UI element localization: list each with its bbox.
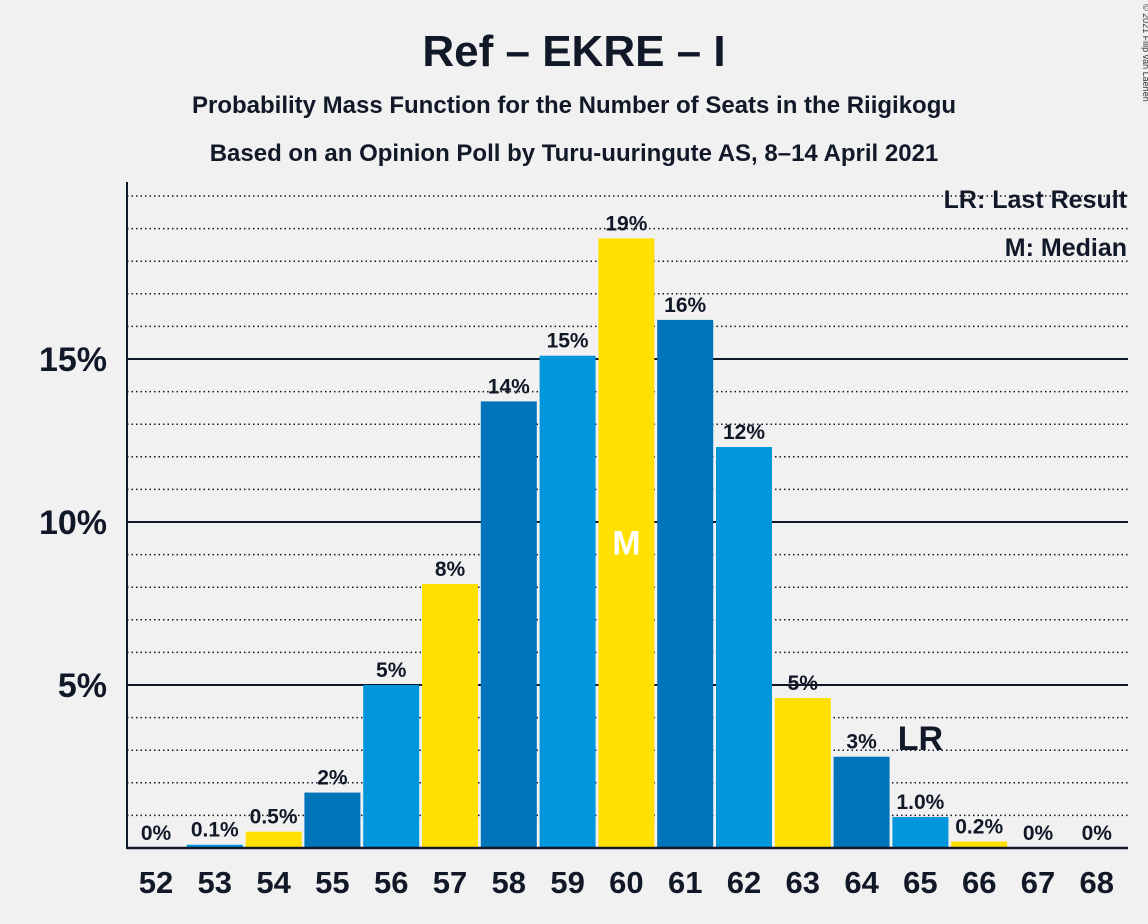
bar-seat-58 [480,401,537,848]
chart-source: Based on an Opinion Poll by Turu-uuringu… [210,140,939,167]
bar-value-label: 2% [317,767,348,790]
x-tick-label: 61 [668,865,702,900]
x-tick-label: 65 [903,865,937,900]
bar-seat-56 [363,685,420,848]
bar-seat-63 [774,698,831,848]
bar-value-label: 5% [376,659,407,682]
bar-value-label: 0.1% [191,819,239,842]
x-tick-label: 57 [433,865,467,900]
x-tick-label: 58 [492,865,526,900]
bar-value-label: 0% [1023,822,1054,845]
x-tick-label: 60 [609,865,643,900]
x-tick-label: 55 [315,865,349,900]
chart-subtitle: Probability Mass Function for the Number… [192,92,956,119]
bar-value-label: 19% [605,212,647,235]
chart-title: Ref – EKRE – I [422,27,725,76]
y-tick-label: 5% [58,667,107,705]
bar-seat-53 [186,844,243,848]
bar-seat-62 [716,447,772,848]
bar-value-label: 8% [435,558,466,581]
x-tick-label: 59 [550,865,584,900]
x-tick-label: 68 [1080,865,1114,900]
legend-last-result: LR: Last Result [944,186,1128,214]
y-tick-label: 10% [39,504,107,542]
bar-value-label: 1.0% [896,791,944,814]
bar-seat-66 [951,841,1008,848]
x-tick-label: 53 [198,865,232,900]
copyright-text: © 2021 Filip van Laenen [1141,4,1148,102]
median-marker: M [612,525,640,563]
bar-value-label: 15% [547,330,589,353]
bar-seat-61 [657,319,714,848]
bar-seat-65 [892,817,949,848]
x-tick-label: 64 [844,865,879,900]
bar-value-label: 0.2% [955,815,1003,838]
bar-value-label: 16% [664,294,706,317]
last-result-marker: LR [898,720,943,758]
bar-seat-54 [245,831,302,848]
bar-seat-55 [304,792,361,848]
x-tick-label: 67 [1021,865,1055,900]
x-tick-label: 66 [962,865,996,900]
bar-seat-59 [539,355,596,848]
bar-seat-60 [598,238,655,848]
bar-value-label: 0% [1082,822,1113,845]
x-tick-label: 52 [139,865,173,900]
bar-value-label: 14% [488,375,530,398]
x-tick-label: 54 [256,865,291,900]
x-tick-label: 62 [727,865,761,900]
bar-seat-64 [833,756,890,848]
bar-seat-57 [422,583,478,848]
bar-value-label: 0% [141,822,172,845]
x-tick-label: 63 [786,865,820,900]
bar-value-label: 3% [846,731,877,754]
y-tick-label: 15% [39,341,107,379]
legend-median: M: Median [1005,234,1127,262]
bar-value-label: 5% [788,672,819,695]
bar-value-label: 12% [723,421,765,444]
x-tick-label: 56 [374,865,408,900]
bar-value-label: 0.5% [250,806,298,829]
